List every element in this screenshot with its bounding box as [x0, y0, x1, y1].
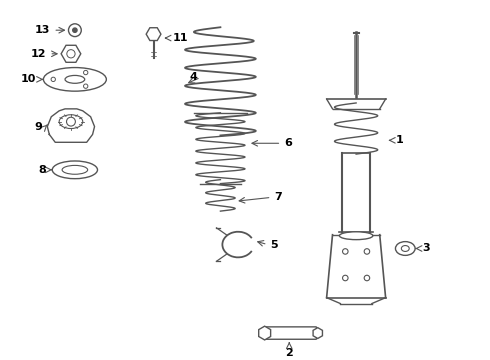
Circle shape — [343, 275, 348, 281]
Text: 10: 10 — [21, 75, 37, 84]
Ellipse shape — [65, 76, 85, 83]
Text: 5: 5 — [270, 239, 278, 249]
Text: 13: 13 — [35, 25, 50, 35]
Circle shape — [73, 28, 77, 32]
Text: 2: 2 — [285, 348, 293, 358]
Circle shape — [343, 249, 348, 254]
Ellipse shape — [59, 115, 83, 129]
Circle shape — [67, 50, 75, 58]
Circle shape — [67, 117, 75, 126]
FancyBboxPatch shape — [264, 327, 317, 339]
Circle shape — [69, 24, 81, 37]
Text: 9: 9 — [35, 122, 43, 131]
Text: 12: 12 — [31, 49, 47, 59]
Ellipse shape — [62, 165, 88, 174]
Circle shape — [364, 249, 369, 254]
Text: 7: 7 — [274, 192, 282, 202]
Text: 3: 3 — [422, 243, 430, 253]
Text: 4: 4 — [190, 72, 198, 82]
Circle shape — [364, 275, 369, 281]
Ellipse shape — [340, 232, 373, 240]
Ellipse shape — [52, 161, 98, 179]
Circle shape — [83, 71, 88, 75]
Ellipse shape — [44, 68, 106, 91]
Text: 11: 11 — [172, 33, 188, 43]
Circle shape — [51, 77, 55, 81]
Text: 1: 1 — [395, 135, 403, 145]
Circle shape — [83, 84, 88, 88]
Text: 6: 6 — [284, 138, 292, 148]
Ellipse shape — [401, 246, 409, 251]
Ellipse shape — [395, 242, 415, 255]
Text: 8: 8 — [39, 165, 47, 175]
